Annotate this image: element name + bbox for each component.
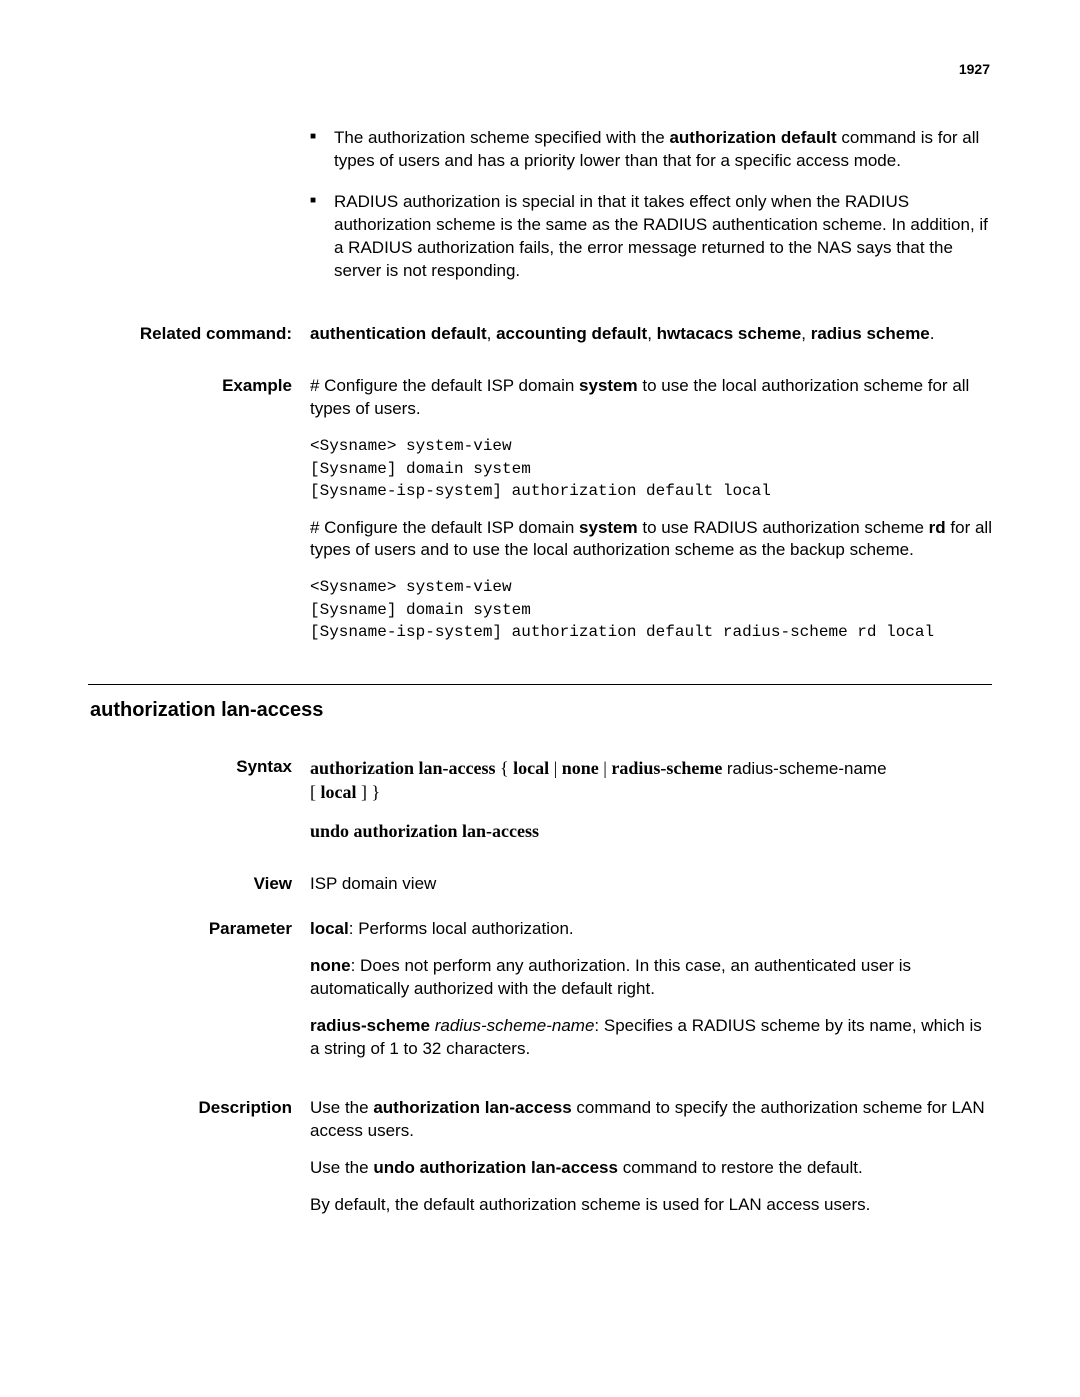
- section-title: authorization lan-access: [90, 697, 992, 724]
- desc-p2: Use the undo authorization lan-access co…: [310, 1157, 992, 1180]
- example-code-1: <Sysname> system-view [Sysname] domain s…: [310, 435, 992, 502]
- view-value: ISP domain view: [310, 873, 992, 896]
- related-command-value: authentication default, accounting defau…: [310, 323, 992, 346]
- example-label: Example: [88, 375, 310, 657]
- description-label: Description: [88, 1097, 310, 1231]
- section-divider: [88, 684, 992, 685]
- example-code-2: <Sysname> system-view [Sysname] domain s…: [310, 576, 992, 643]
- bullet-text-bold: authorization default: [669, 128, 836, 147]
- parameter-label: Parameter: [88, 918, 310, 1075]
- syntax-label: Syntax: [88, 756, 310, 844]
- view-label: View: [88, 873, 310, 896]
- page-number: 1927: [88, 60, 992, 79]
- notes-list: The authorization scheme specified with …: [310, 127, 992, 283]
- list-item: RADIUS authorization is special in that …: [310, 191, 992, 283]
- syntax-line-1: authorization lan-access { local | none …: [310, 756, 992, 805]
- bullet-text-pre: The authorization scheme specified with …: [334, 128, 669, 147]
- param-radius-scheme: radius-scheme radius-scheme-name: Specif…: [310, 1015, 992, 1061]
- example-paragraph-1: # Configure the default ISP domain syste…: [310, 375, 992, 421]
- related-command-label: Related command:: [88, 323, 310, 346]
- example-paragraph-2: # Configure the default ISP domain syste…: [310, 517, 992, 563]
- bullet-text: RADIUS authorization is special in that …: [334, 192, 988, 280]
- desc-p1: Use the authorization lan-access command…: [310, 1097, 992, 1143]
- param-local: local: Performs local authorization.: [310, 918, 992, 941]
- param-none: none: Does not perform any authorization…: [310, 955, 992, 1001]
- syntax-undo: undo authorization lan-access: [310, 819, 992, 843]
- desc-p3: By default, the default authorization sc…: [310, 1194, 992, 1217]
- list-item: The authorization scheme specified with …: [310, 127, 992, 173]
